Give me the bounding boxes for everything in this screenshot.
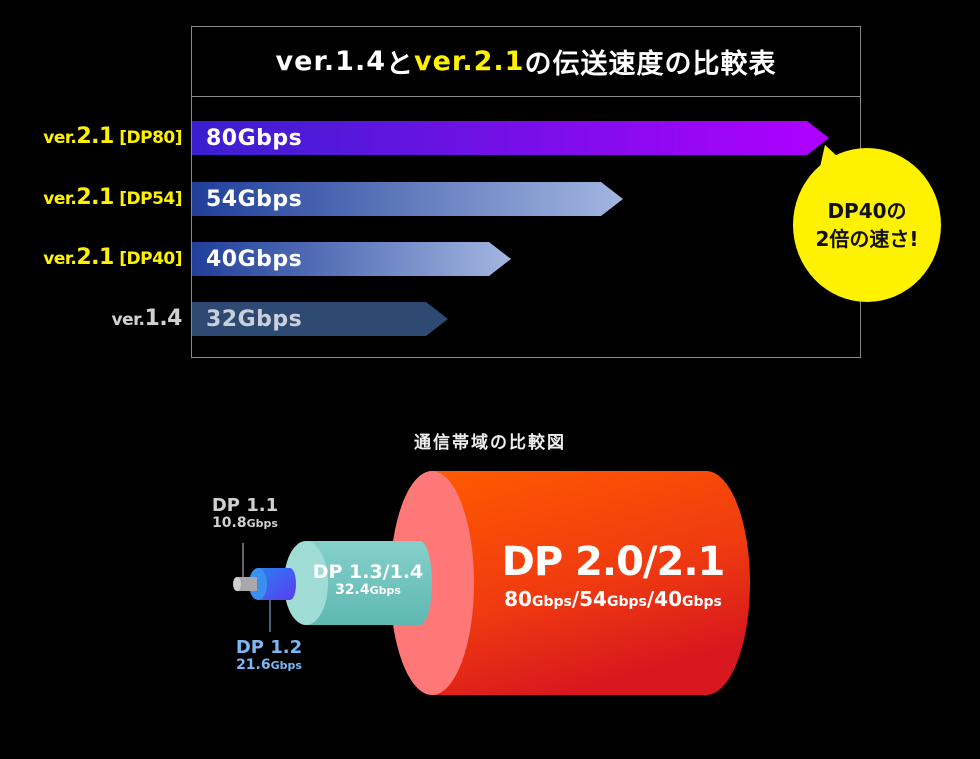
label-prefix: ver. (43, 189, 77, 209)
cylinder-dp11 (233, 577, 257, 591)
title-ver14: ver.1.4 (275, 46, 386, 77)
bar-ver14: 32Gbps (192, 302, 448, 336)
cylinder-dp13 (284, 541, 432, 625)
row-label-dp54: ver.2.1 [DP54] (43, 185, 182, 210)
label-version: 2.1 (76, 245, 114, 270)
title-ver21: ver.2.1 (414, 46, 525, 77)
bar-dp40: 40Gbps (192, 242, 511, 276)
dp11-name: DP 1.1 (211, 495, 279, 516)
row-label-ver14: ver.1.4 (111, 306, 182, 331)
label-tag: [DP54] (113, 189, 182, 209)
label-version: 2.1 (76, 124, 114, 149)
dp20-unit: Gbps (606, 594, 647, 610)
cylinder-dp12 (249, 568, 296, 600)
dp12-unit: Gbps (270, 658, 302, 672)
label-version: 2.1 (76, 185, 114, 210)
speed-comparison-chart: ver.1.4 と ver.2.1 の伝送速度の比較表 (191, 26, 861, 358)
dp20-speed-80: 80 (504, 587, 532, 611)
label-dp20: DP 2.0/2.1 80Gbps/54Gbps/40Gbps (478, 540, 748, 610)
callout-line1: DP40の (827, 199, 907, 223)
label-prefix: ver. (111, 310, 145, 330)
bar-value-label: 32Gbps (206, 306, 303, 332)
bar-dp40-body: 40Gbps (192, 242, 511, 276)
row-label-dp80: ver.2.1 [DP80] (43, 124, 182, 149)
bar-dp80-body: 80Gbps (192, 121, 829, 155)
dp13-unit: Gbps (369, 583, 401, 597)
bar-dp80: 80Gbps (192, 121, 829, 155)
dp20-name: DP 2.0/2.1 (501, 539, 726, 585)
label-tag: [DP80] (113, 128, 182, 148)
label-dp13: DP 1.3/1.4 32.4Gbps (308, 562, 428, 598)
bar-value-label: 40Gbps (206, 246, 303, 272)
callout-circle: DP40の 2倍の速さ! (793, 148, 941, 302)
bar-dp54: 54Gbps (192, 182, 623, 216)
callout-bubble: DP40の 2倍の速さ! (793, 141, 941, 302)
dp13-speed: 32.4 (335, 581, 370, 598)
dp20-speed-40: 40 (654, 587, 683, 611)
dp20-unit: Gbps (682, 594, 722, 610)
title-conj: と (386, 49, 414, 80)
bar-ver14-body: 32Gbps (192, 302, 448, 336)
dp12-name: DP 1.2 (235, 637, 303, 658)
dp13-name: DP 1.3/1.4 (312, 561, 424, 583)
label-version: 1.4 (144, 306, 183, 331)
sep: / (571, 587, 580, 611)
title-suffix: の伝送速度の比較表 (524, 49, 777, 80)
label-prefix: ver. (43, 249, 77, 269)
bar-dp54-body: 54Gbps (192, 182, 623, 216)
dp20-speed-54: 54 (579, 587, 607, 611)
callout-line2: 2倍の速さ! (815, 227, 919, 251)
chart-title: ver.1.4 と ver.2.1 の伝送速度の比較表 (192, 27, 860, 97)
dp11-speed: 10.8 (212, 514, 247, 531)
label-dp12: DP 1.2 21.6Gbps (224, 638, 314, 673)
dp11-unit: Gbps (246, 516, 278, 530)
diagram-title: 通信帯域の比較図 (414, 433, 566, 453)
dp20-unit: Gbps (531, 594, 572, 610)
label-dp11: DP 1.1 10.8Gbps (200, 496, 290, 531)
bar-value-label: 54Gbps (206, 186, 303, 212)
label-tag: [DP40] (113, 249, 182, 269)
label-prefix: ver. (43, 128, 77, 148)
sep: / (646, 587, 655, 611)
dp12-speed: 21.6 (236, 656, 271, 673)
bar-value-label: 80Gbps (206, 125, 303, 151)
row-label-dp40: ver.2.1 [DP40] (43, 245, 182, 270)
